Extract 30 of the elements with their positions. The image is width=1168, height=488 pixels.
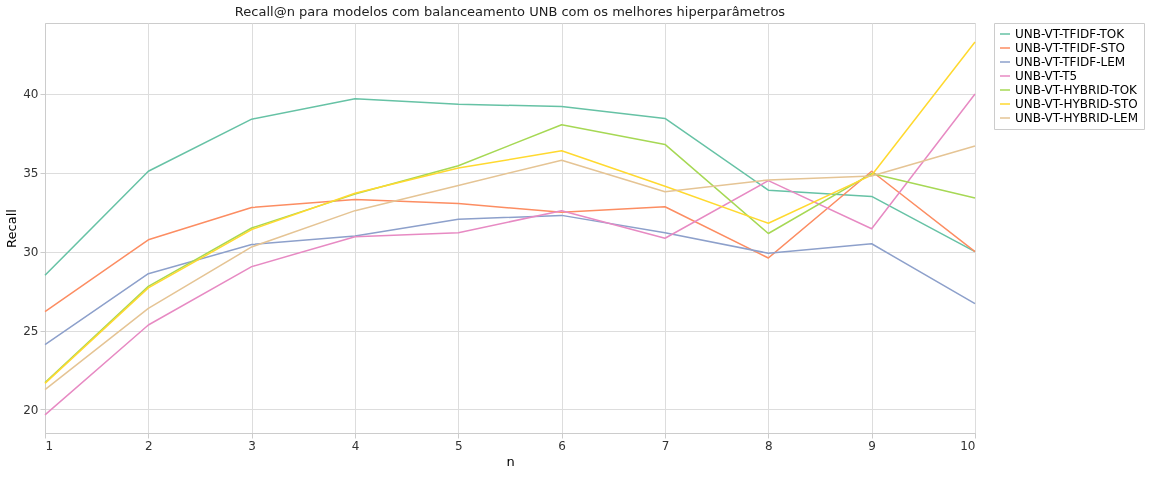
x-tick-label: 8 (765, 438, 773, 453)
x-tick-label: 2 (145, 438, 153, 453)
x-tick-label: 7 (661, 438, 670, 453)
line-series (44, 214, 976, 346)
legend-label: UNB-VT-T5 (1015, 69, 1078, 83)
y-tick-label: 20 (23, 402, 39, 417)
y-axis-title: Recall (4, 209, 20, 248)
y-tick-label: 40 (23, 87, 39, 102)
line-series (44, 93, 976, 416)
legend-label: UNB-VT-TFIDF-TOK (1015, 27, 1126, 41)
x-tick-label: 3 (248, 438, 256, 453)
x-tick-label: 10 (960, 438, 976, 453)
x-tick-label: 4 (351, 438, 360, 453)
y-tick-label: 35 (23, 166, 39, 181)
line-series (44, 170, 976, 313)
x-tick-label: 5 (455, 438, 463, 453)
x-axis-title: n (506, 453, 515, 469)
x-tick-label: 9 (868, 438, 876, 453)
legend-label: UNB-VT-HYBRID-STO (1015, 97, 1138, 111)
x-tick-label: 6 (558, 438, 566, 453)
x-tick-label: 1 (45, 438, 54, 453)
line-series (44, 97, 976, 277)
legend-label: UNB-VT-HYBRID-TOK (1015, 83, 1139, 97)
legend-label: UNB-VT-TFIDF-LEM (1015, 55, 1126, 69)
line-series (44, 41, 976, 385)
y-tick-label: 30 (23, 245, 39, 260)
legend-label: UNB-VT-HYBRID-LEM (1015, 111, 1139, 125)
chart-title: Recall@n para modelos com balanceamento UNB com os melhores hiperparâmetros (234, 3, 786, 19)
legend-label: UNB-VT-TFIDF-STO (1015, 41, 1125, 55)
y-tick-label: 25 (23, 324, 39, 338)
